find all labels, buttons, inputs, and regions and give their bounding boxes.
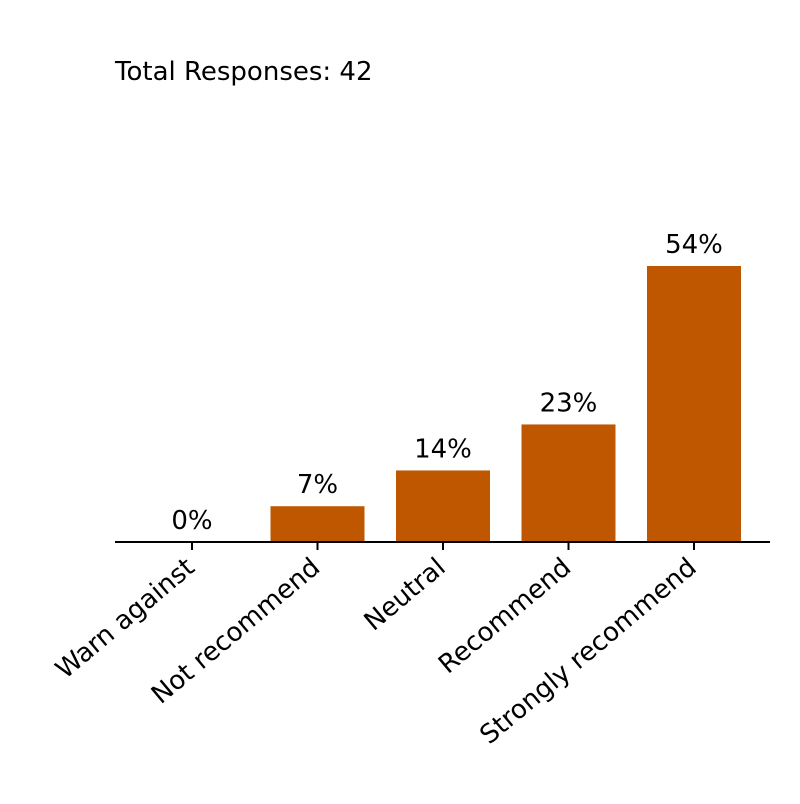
bar-4 bbox=[647, 266, 741, 542]
data-label-2: 14% bbox=[414, 434, 472, 464]
data-label-4: 54% bbox=[665, 230, 723, 260]
x-tick-label-4: Strongly recommend bbox=[474, 552, 702, 750]
x-tick-label-2: Neutral bbox=[359, 552, 452, 637]
bar-1 bbox=[270, 506, 365, 542]
bars-layer bbox=[270, 266, 741, 542]
data-label-3: 23% bbox=[540, 388, 598, 418]
x-ticks-layer bbox=[191, 542, 695, 550]
bar-3 bbox=[521, 424, 616, 542]
chart-title: Total Responses: 42 bbox=[114, 57, 373, 87]
bar-2 bbox=[396, 470, 490, 542]
data-labels-layer: 0% 7% 14% 23% 54% bbox=[171, 230, 723, 536]
data-label-1: 7% bbox=[297, 470, 338, 500]
data-label-0: 0% bbox=[171, 506, 212, 536]
